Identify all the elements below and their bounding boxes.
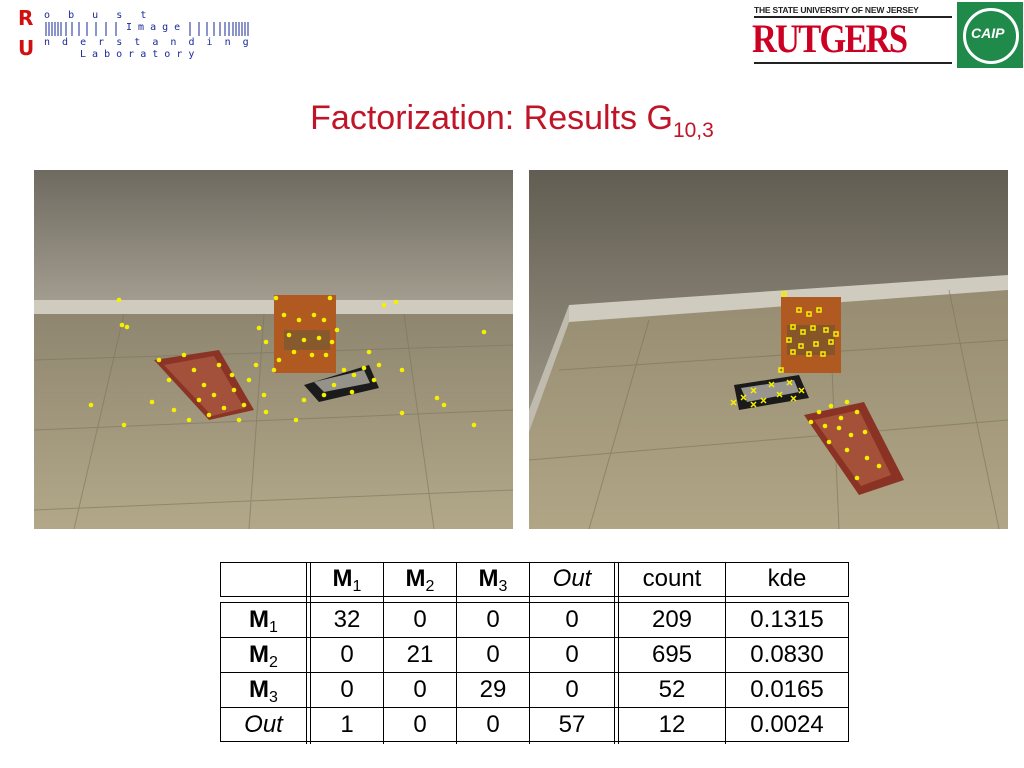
logo-barcode-icon (45, 22, 249, 36)
table-cell: 0 (413, 711, 427, 738)
scene-photo-left (34, 170, 513, 529)
table-cell: 32 (333, 606, 361, 633)
caip-ring-icon (963, 8, 1019, 64)
table-cell: 0 (486, 641, 500, 668)
logo-row-nderstanding: n d e r s t a n d i n g (44, 37, 249, 48)
rutgers-rule-bottom (754, 62, 952, 64)
scene-photo-right-illustration (529, 170, 1008, 529)
rutgers-tagline: THE STATE UNIVERSITY OF NEW JERSEY (754, 5, 919, 15)
row-header-m1: M1 (249, 606, 278, 636)
logo-row-obust: o b u s t (44, 10, 147, 21)
col-header-count: count (642, 565, 702, 592)
caip-logo: CAIP (957, 2, 1023, 68)
robust-image-understanding-lab-logo: R U o b u s t I m a g e n d e r s t a n … (18, 6, 249, 64)
slide-title-text: Factorization: Results G (310, 99, 673, 137)
slide-title-subscript: 10,3 (672, 119, 714, 142)
feature-points (88, 295, 487, 428)
table-cell: 0 (486, 606, 500, 633)
rutgers-rule-top (754, 16, 952, 18)
logo-row-laboratory: L a b o r a t o r y (80, 49, 195, 60)
table-cell: 0.0024 (750, 711, 824, 738)
table-cell: 695 (651, 641, 693, 668)
row-header-out: Out (244, 711, 283, 738)
confusion-table: M1 M2 M3 Out count kde M1 32 0 0 0 209 0… (220, 562, 850, 744)
scene-photo-right (529, 170, 1008, 529)
table-cell: 29 (479, 676, 507, 703)
table-cell: 0 (565, 676, 579, 703)
table-cell: 0 (340, 676, 354, 703)
table-cell: 0 (565, 641, 579, 668)
scene-photo-left-illustration (34, 170, 513, 529)
table-cell: 0.1315 (750, 606, 824, 633)
logo-letter-u: U (18, 36, 35, 60)
table-cell: 0 (565, 606, 579, 633)
logo-image-word: I m a g e (124, 22, 183, 33)
col-header-m2: M2 (405, 565, 435, 595)
baseboard (34, 300, 513, 314)
row-header-m3: M3 (249, 676, 278, 706)
table-cell: 0 (340, 641, 354, 668)
table-grid (220, 562, 849, 744)
feature-squares (778, 291, 839, 373)
table-cell: 21 (406, 641, 434, 668)
floor-tile-lines (34, 313, 513, 529)
table-cell: 0.0830 (750, 641, 824, 668)
row-header-m2: M2 (249, 641, 278, 671)
feature-points (808, 399, 882, 481)
logo-letter-r: R (18, 6, 34, 30)
col-header-kde: kde (767, 565, 807, 592)
col-header-m1: M1 (332, 565, 362, 595)
table-cell: 12 (658, 711, 686, 738)
wall (34, 170, 513, 315)
table-cell: 57 (558, 711, 586, 738)
table-cell: 0 (486, 711, 500, 738)
feature-crosses (730, 379, 805, 408)
col-header-out: Out (552, 565, 592, 592)
table-cell: 52 (658, 676, 686, 703)
slide-title: Factorization: Results G10,3 (0, 96, 1024, 153)
floor (34, 314, 513, 529)
table-cell: 1 (340, 711, 354, 738)
rutgers-logo: THE STATE UNIVERSITY OF NEW JERSEY RUTGE… (752, 2, 954, 66)
table-cell: 209 (651, 606, 693, 633)
col-header-m3: M3 (478, 565, 508, 595)
table-cell: 0 (413, 676, 427, 703)
table-cell: 0.0165 (750, 676, 824, 703)
table-cell: 0 (413, 606, 427, 633)
caip-label: CAIP (971, 25, 1005, 41)
rutgers-wordmark: RUTGERS (752, 16, 908, 61)
